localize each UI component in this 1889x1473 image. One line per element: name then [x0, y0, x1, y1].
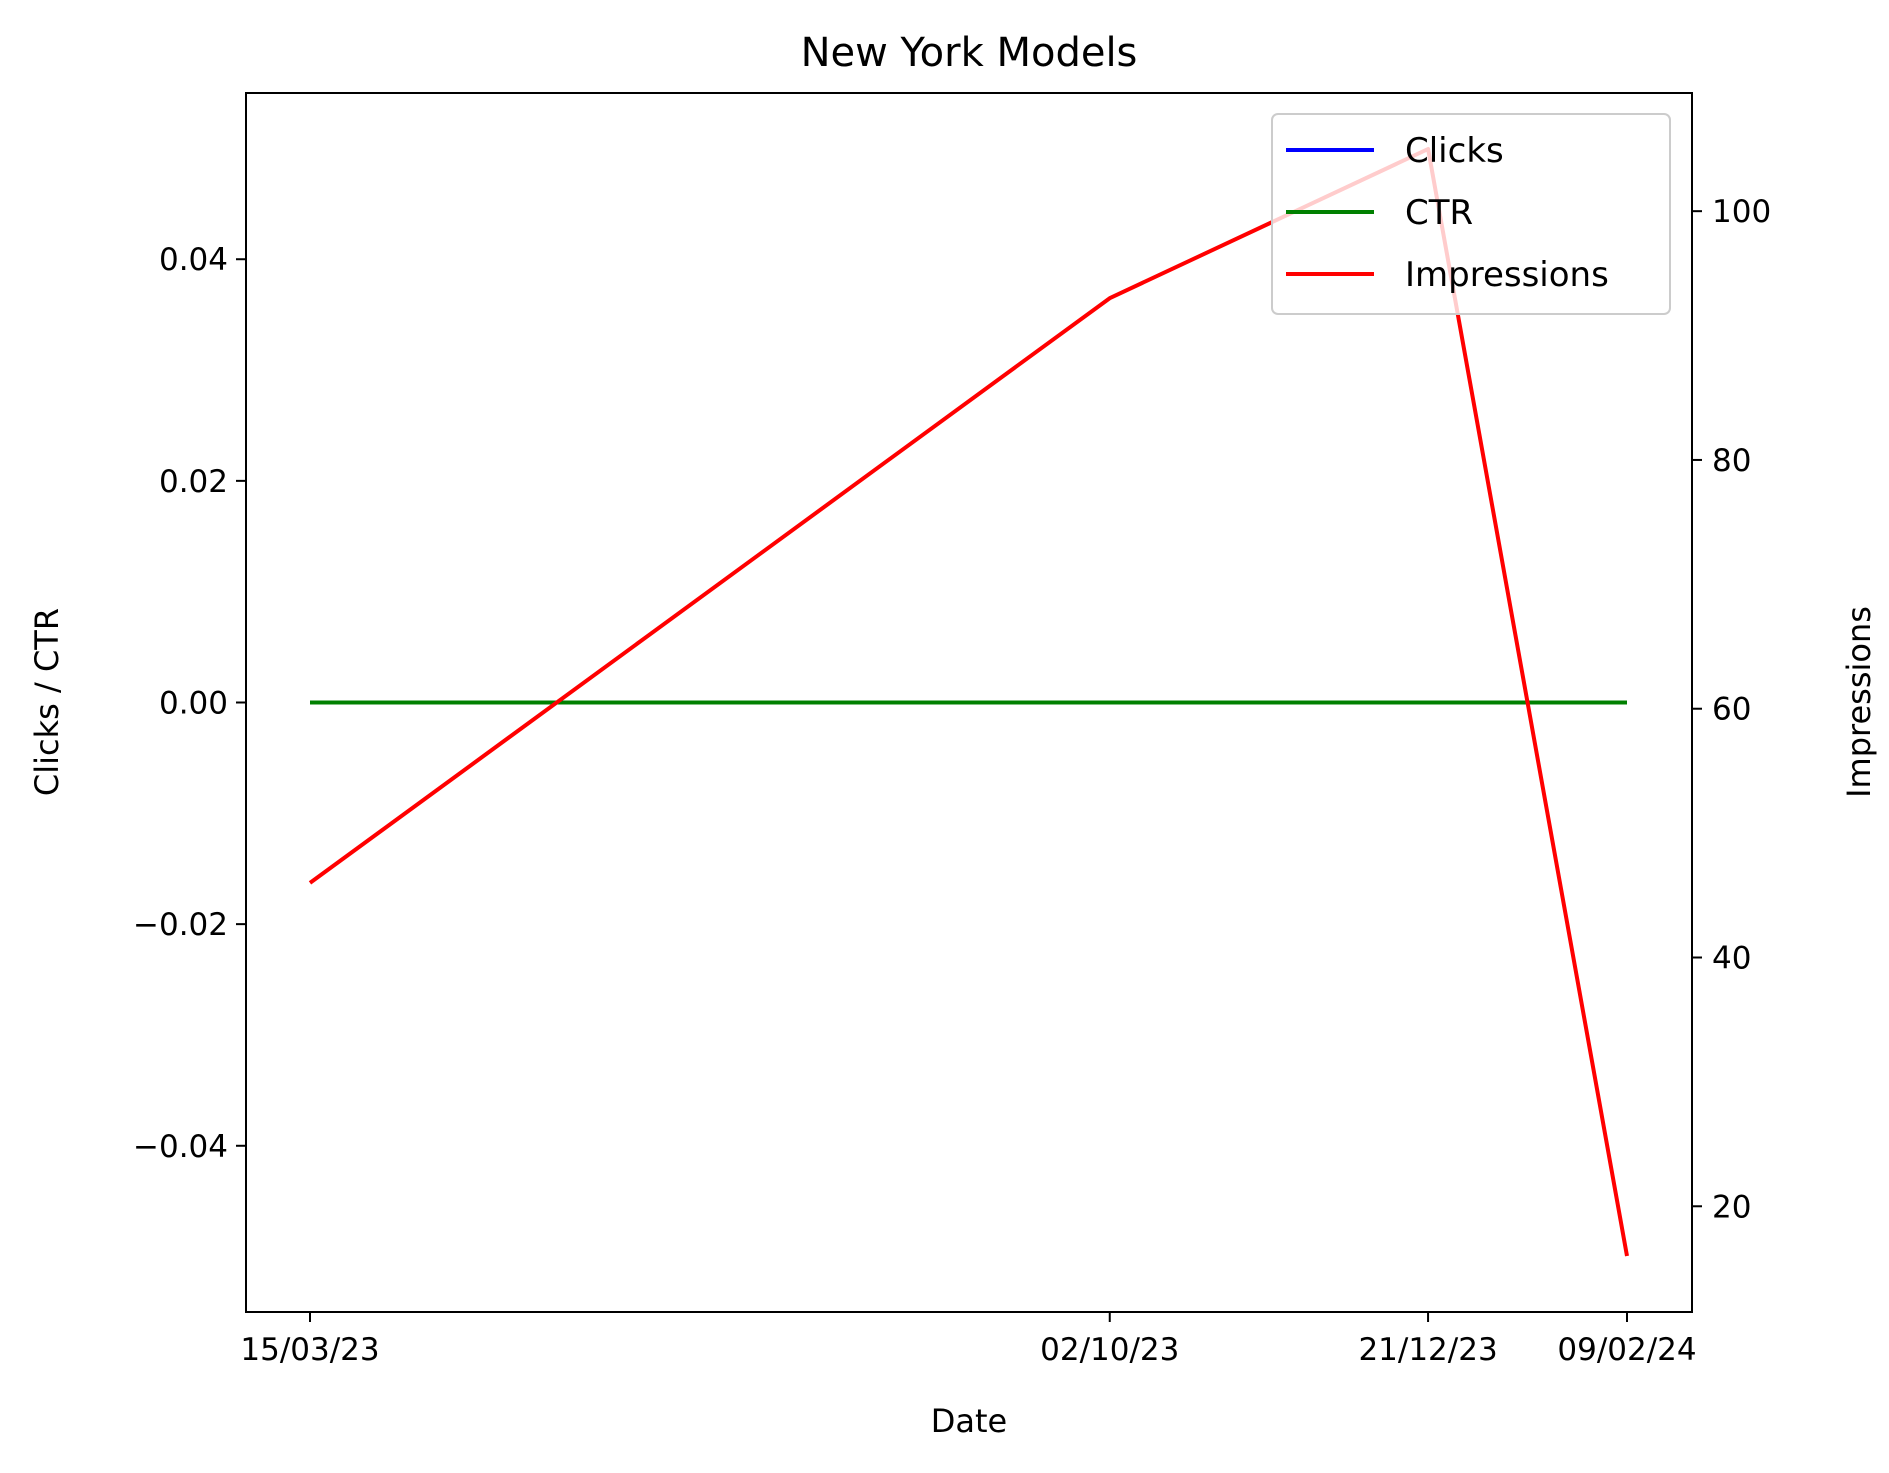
- legend-label-ctr: CTR: [1405, 193, 1473, 233]
- legend-items: Clicks CTR Impressions: [1286, 131, 1609, 295]
- x-tick-label-3: 09/02/24: [1557, 1332, 1696, 1368]
- legend-label-impressions: Impressions: [1405, 255, 1609, 295]
- x-axis-title: Date: [931, 1402, 1007, 1440]
- y-right-tick-label-1: 40: [1712, 940, 1751, 976]
- series-layer: [308, 147, 1629, 1257]
- y-right-tick-label-0: 20: [1712, 1189, 1751, 1225]
- x-tick-label-1: 02/10/23: [1040, 1332, 1179, 1368]
- y-left-tick-label-2: 0.00: [159, 686, 228, 722]
- y-axis-right-title: Impressions: [1840, 606, 1878, 798]
- y-right-tick-label-4: 100: [1712, 194, 1771, 230]
- y-axis-right: 20 40 60 80 100: [1692, 194, 1771, 1225]
- y-left-tick-label-0: −0.04: [133, 1129, 228, 1165]
- y-left-tick-label-4: 0.04: [159, 242, 228, 278]
- legend-label-clicks: Clicks: [1405, 131, 1504, 171]
- chart-title: New York Models: [801, 30, 1138, 76]
- y-axis-left: −0.04 −0.02 0.00 0.02 0.04: [133, 242, 246, 1165]
- y-left-tick-label-1: −0.02: [133, 907, 228, 943]
- y-axis-left-title: Clicks / CTR: [28, 608, 66, 796]
- y-right-tick-label-3: 80: [1712, 443, 1751, 479]
- x-tick-label-2: 21/12/23: [1358, 1332, 1497, 1368]
- y-left-tick-label-3: 0.02: [159, 464, 228, 500]
- series-line-impressions: [308, 147, 1629, 1257]
- legend-box: [1271, 113, 1671, 315]
- x-tick-label-0: 15/03/23: [240, 1332, 379, 1368]
- legend: Clicks CTR Impressions: [1271, 113, 1671, 315]
- y-right-tick-label-2: 60: [1712, 692, 1751, 728]
- x-axis: 15/03/23 02/10/23 21/12/23 09/02/24: [240, 1312, 1697, 1368]
